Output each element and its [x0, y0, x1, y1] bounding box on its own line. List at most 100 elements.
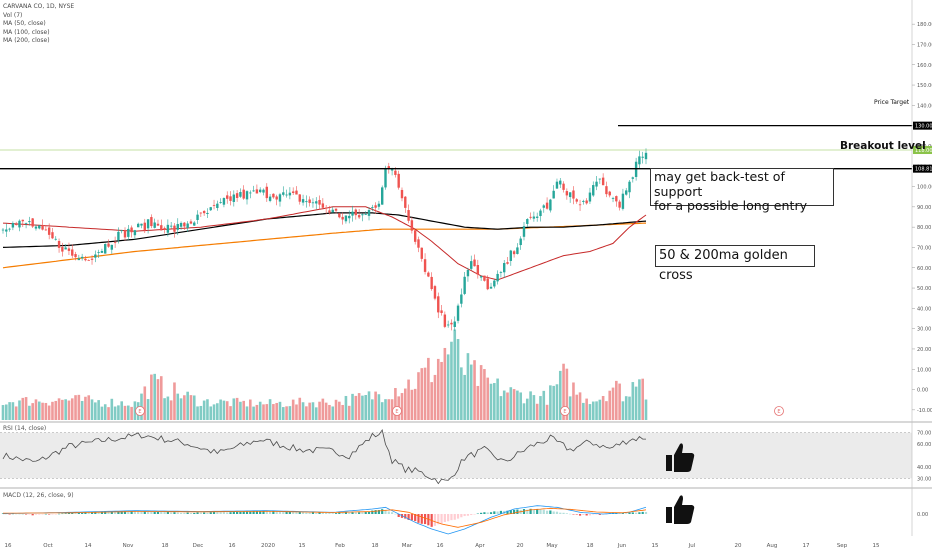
macd-histogram-bar [635, 512, 638, 514]
volume-bar [562, 363, 565, 420]
volume-bar [51, 401, 54, 420]
macd-histogram-bar [605, 514, 608, 515]
earnings-marker-label: E [563, 409, 566, 415]
volume-bar [209, 406, 213, 420]
macd-histogram-bar [61, 513, 64, 515]
price-tick-label: 0.00 [917, 388, 928, 394]
macd-histogram-bar [295, 511, 298, 514]
macd-histogram-bar [559, 512, 562, 514]
candle-body [522, 226, 526, 237]
volume-bar [74, 395, 77, 420]
volume-bar [351, 393, 354, 420]
volume-bar [341, 404, 344, 420]
candle-body [641, 156, 644, 158]
volume-bar [130, 406, 133, 420]
candle-body [100, 251, 104, 253]
macd-histogram-bar [163, 511, 166, 514]
thumbs-up-icon [666, 443, 695, 472]
candle-body [384, 167, 387, 188]
volume-bar [605, 401, 608, 420]
volume-bar [436, 358, 440, 420]
macd-histogram-bar [38, 514, 41, 515]
x-tick-label: Mar [402, 543, 413, 549]
macd-histogram-bar [644, 511, 648, 514]
candle-body [473, 259, 476, 267]
macd-histogram-bar [275, 510, 278, 514]
macd-histogram-bar [628, 512, 631, 514]
volume-bar [153, 373, 156, 420]
macd-histogram-bar [486, 512, 489, 514]
x-tick-label: 17 [803, 543, 810, 549]
volume-bar [407, 379, 410, 420]
volume-bar [262, 404, 265, 420]
volume-bar [377, 394, 381, 420]
macd-histogram-bar [114, 511, 117, 514]
macd-histogram-bar [216, 512, 219, 514]
macd-histogram-bar [318, 512, 321, 514]
candle-body [38, 225, 41, 229]
candle-body [107, 243, 110, 247]
volume-bar [410, 389, 414, 420]
volume-bar [21, 397, 25, 420]
candle-body [512, 251, 516, 255]
candle-body [470, 261, 473, 269]
macd-histogram-bar [268, 511, 272, 514]
candle-body [1, 229, 5, 231]
macd-histogram-bar [377, 510, 381, 514]
macd-histogram-bar [344, 512, 348, 514]
macd-histogram-bar [410, 514, 413, 521]
macd-histogram-bar [107, 511, 110, 514]
volume-bar [466, 353, 470, 420]
volume-bar [552, 385, 555, 420]
x-tick-label: 18 [162, 543, 169, 549]
candle-body [631, 177, 635, 179]
candle-body [90, 258, 94, 260]
volume-bar [403, 388, 407, 420]
macd-histogram-bar [575, 514, 578, 515]
volume-bar [258, 401, 262, 420]
candle-body [265, 186, 268, 199]
volume-bar [288, 406, 292, 420]
macd-histogram-bar [397, 514, 400, 517]
candle-body [499, 272, 503, 273]
candle-body [282, 192, 285, 195]
volume-bar [509, 387, 513, 420]
macd-histogram-bar [358, 512, 361, 514]
macd-histogram-bar [341, 512, 344, 514]
grid [0, 421, 932, 489]
price-tick-label: 10.00 [917, 367, 931, 373]
macd-histogram-bar [480, 512, 483, 514]
volume-bar [394, 388, 397, 420]
volume-bar [539, 396, 542, 420]
macd-histogram-bar [64, 513, 67, 514]
volume-bar [123, 405, 127, 420]
macd-histogram-bar [222, 512, 226, 514]
volume-bar [443, 347, 447, 420]
macd-histogram-bar [226, 512, 229, 514]
candle-body [549, 199, 552, 211]
candle-body [621, 193, 625, 209]
candle-body [94, 254, 97, 258]
volume-bar [47, 405, 51, 420]
macd-histogram-bar [67, 512, 71, 514]
candle-body [410, 220, 414, 231]
x-tick-label: 20 [517, 543, 524, 549]
candle-body [381, 187, 384, 205]
macd-histogram-bar [588, 514, 592, 516]
volume-bar [611, 387, 615, 420]
candle-body [84, 258, 87, 261]
macd-histogram-bar [130, 510, 133, 514]
price-tick-label: 170.00 [917, 42, 932, 48]
macd-histogram-bar [338, 512, 341, 514]
volume-bar [638, 379, 641, 420]
candle-body [196, 214, 199, 221]
volume-bar [420, 368, 424, 420]
volume-bar [417, 372, 420, 420]
macd-histogram-bar [193, 512, 196, 514]
candle-body [354, 209, 358, 216]
volume-bar [463, 374, 466, 420]
price-tick-label: 180.00 [917, 22, 932, 28]
volume-bar [199, 405, 203, 420]
volume-bar [163, 398, 166, 420]
candle-body [226, 195, 229, 199]
